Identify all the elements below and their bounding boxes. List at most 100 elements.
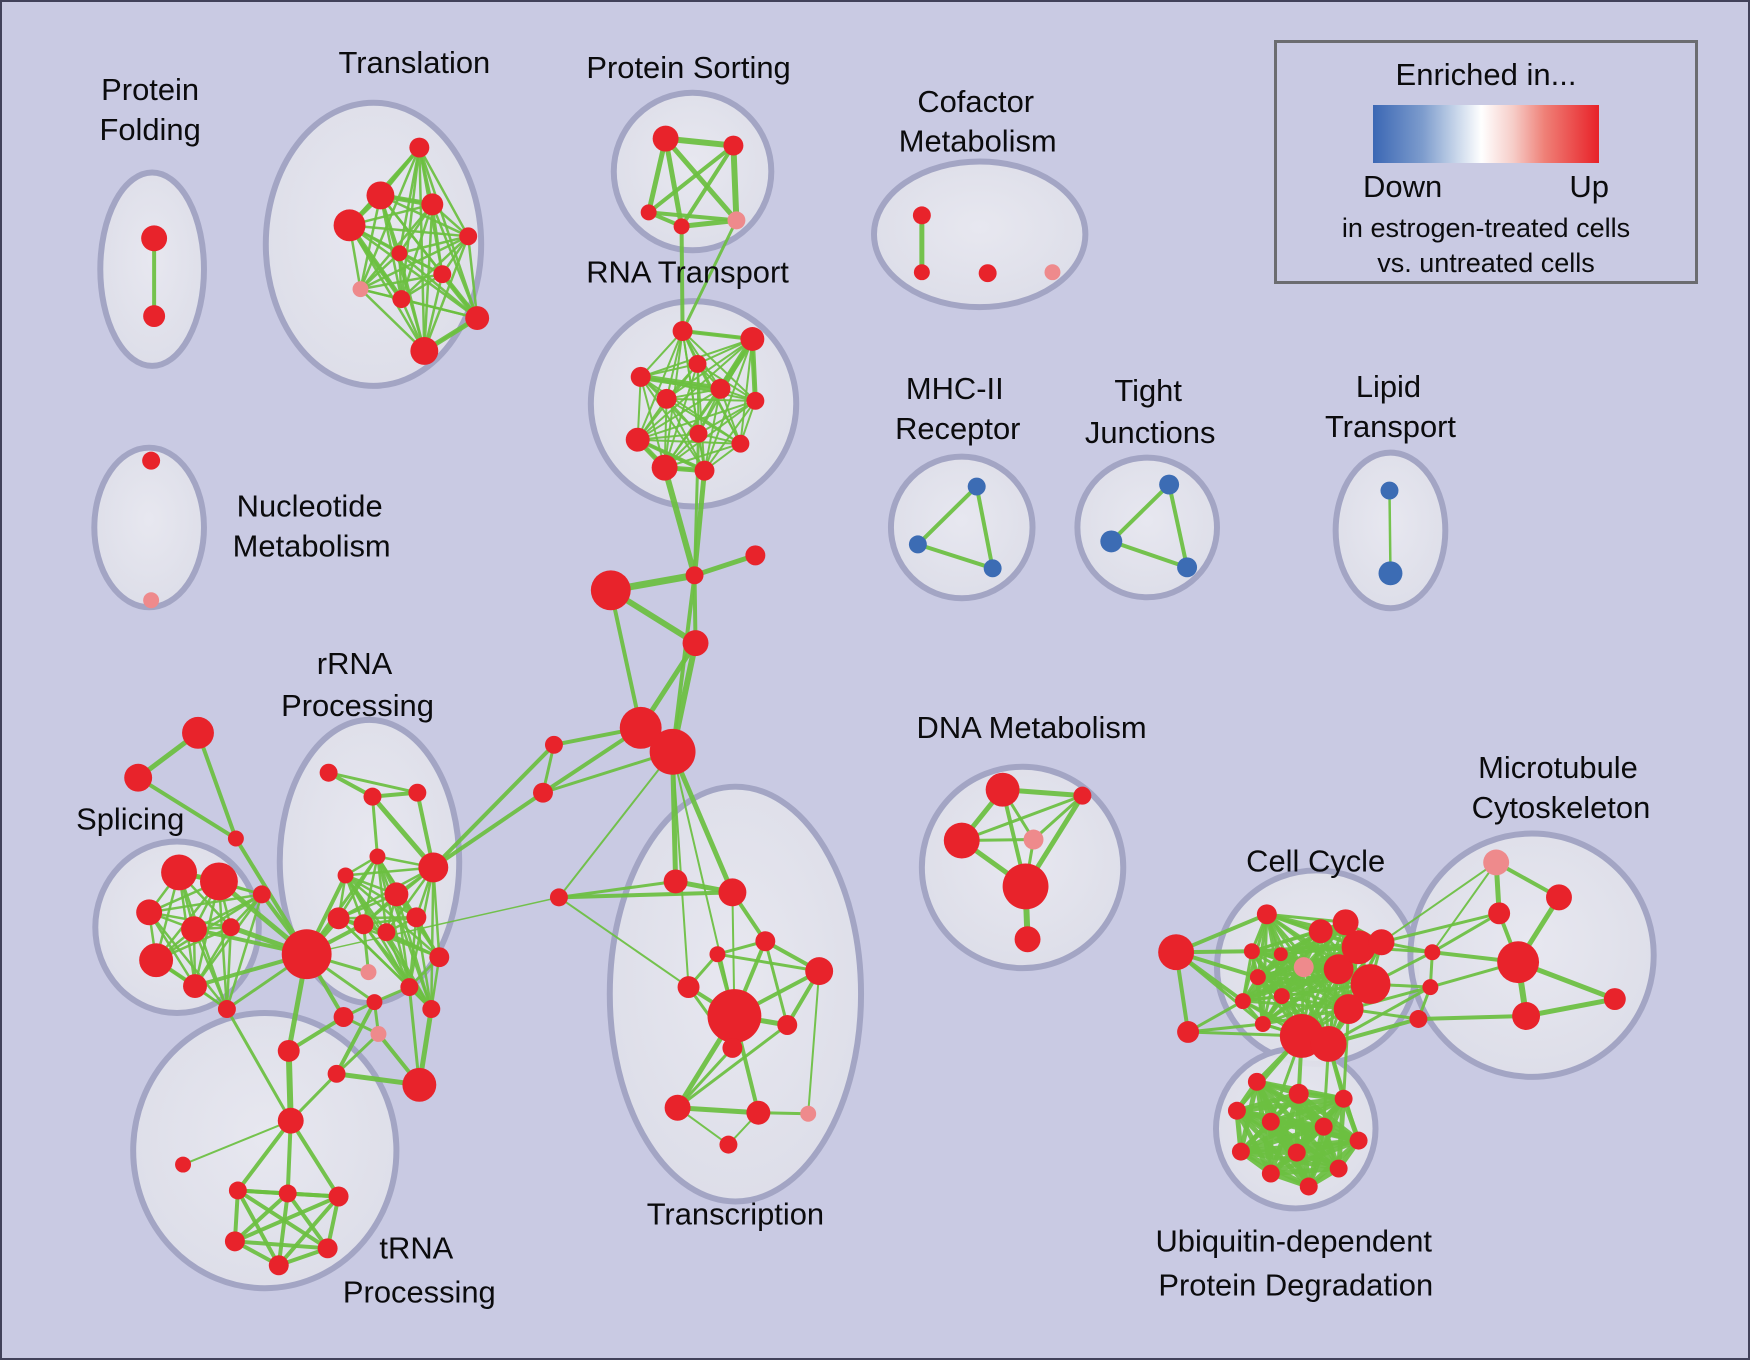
network-node-d4[interactable] (1002, 863, 1049, 910)
network-node-r12[interactable] (429, 947, 450, 968)
network-node-d0[interactable] (985, 772, 1020, 807)
network-node-s_c[interactable] (227, 830, 244, 847)
network-node-ub4[interactable] (1261, 1112, 1280, 1131)
network-node-tr2[interactable] (402, 1067, 437, 1102)
network-node-t3[interactable] (333, 209, 366, 242)
network-node-c3[interactable] (682, 630, 709, 657)
network-node-t10[interactable] (410, 337, 439, 365)
network-node-mt2[interactable] (1488, 902, 1511, 925)
network-node-lp0[interactable] (1380, 481, 1399, 500)
network-node-ccb[interactable] (1158, 934, 1195, 971)
network-node-ub10[interactable] (1261, 1164, 1280, 1183)
network-node-cf3[interactable] (1044, 264, 1061, 281)
network-node-ps4[interactable] (727, 211, 746, 230)
network-node-n1[interactable] (143, 592, 160, 609)
network-node-c0[interactable] (685, 566, 704, 585)
network-node-sp8[interactable] (217, 1000, 236, 1019)
network-node-d2[interactable] (943, 822, 980, 859)
network-node-r9[interactable] (377, 923, 396, 942)
network-node-x11[interactable] (800, 1105, 817, 1122)
network-node-cc3[interactable] (1249, 969, 1266, 986)
network-node-cc7[interactable] (1341, 930, 1376, 965)
network-node-ccl[interactable] (1177, 1020, 1200, 1043)
network-node-l1[interactable] (533, 782, 553, 803)
network-node-r3[interactable] (369, 848, 386, 865)
network-node-t9[interactable] (465, 306, 490, 331)
network-node-tr6[interactable] (328, 1186, 349, 1207)
network-node-tr4[interactable] (228, 1181, 247, 1200)
network-node-pf1[interactable] (143, 305, 166, 328)
network-node-r4[interactable] (337, 867, 354, 884)
network-node-r18[interactable] (277, 1039, 300, 1062)
network-node-sp0[interactable] (161, 854, 197, 891)
network-node-s_b[interactable] (124, 763, 153, 792)
network-node-ub7[interactable] (1231, 1142, 1250, 1161)
network-node-r8[interactable] (353, 914, 374, 935)
network-node-rt5[interactable] (656, 388, 677, 409)
network-node-sp1[interactable] (199, 862, 238, 901)
network-node-x8[interactable] (722, 1037, 743, 1058)
network-node-lp1[interactable] (1378, 561, 1403, 586)
network-node-mt3[interactable] (1424, 944, 1441, 961)
network-node-rt10[interactable] (651, 454, 678, 481)
network-node-rt1[interactable] (740, 327, 765, 351)
network-node-n0[interactable] (142, 451, 161, 470)
network-node-t1[interactable] (366, 181, 395, 210)
network-node-m0[interactable] (967, 477, 986, 496)
network-node-r13[interactable] (400, 978, 419, 997)
network-node-c2[interactable] (590, 570, 631, 611)
network-node-m1[interactable] (908, 535, 927, 554)
network-node-tr1[interactable] (327, 1064, 346, 1083)
network-node-rt0[interactable] (672, 321, 693, 341)
network-node-hub[interactable] (281, 929, 332, 980)
network-node-x4[interactable] (805, 957, 834, 986)
network-node-x6[interactable] (707, 989, 762, 1043)
network-node-mt4[interactable] (1497, 941, 1540, 984)
network-node-cc6[interactable] (1323, 954, 1354, 985)
network-node-ub5[interactable] (1314, 1117, 1333, 1136)
network-node-cc1[interactable] (1273, 947, 1288, 962)
network-node-d5[interactable] (1014, 926, 1041, 953)
network-node-d1[interactable] (1073, 786, 1092, 805)
network-node-cc14[interactable] (1368, 929, 1395, 956)
network-node-t2[interactable] (421, 193, 444, 216)
network-node-tr8[interactable] (268, 1255, 289, 1276)
network-node-rt6[interactable] (746, 391, 765, 410)
network-node-cf0[interactable] (912, 206, 931, 225)
network-node-tr7[interactable] (224, 1231, 245, 1252)
network-node-tj2[interactable] (1177, 557, 1198, 578)
network-node-ps0[interactable] (652, 125, 679, 152)
network-node-sp3[interactable] (181, 916, 207, 943)
network-node-rt8[interactable] (625, 427, 650, 452)
network-node-cc5[interactable] (1273, 988, 1290, 1005)
network-node-t0[interactable] (409, 137, 430, 158)
network-node-x9[interactable] (664, 1094, 691, 1121)
network-node-r16[interactable] (333, 1007, 354, 1027)
network-node-cc2[interactable] (1293, 957, 1314, 978)
network-node-x2[interactable] (755, 931, 776, 952)
network-node-ps1[interactable] (723, 135, 744, 156)
network-node-sp4[interactable] (221, 918, 240, 937)
network-node-cf2[interactable] (978, 264, 997, 283)
network-node-t7[interactable] (352, 281, 369, 298)
network-node-h1[interactable] (619, 706, 662, 749)
network-node-tr3[interactable] (175, 1156, 192, 1173)
network-node-r5[interactable] (418, 852, 449, 883)
network-node-h2[interactable] (649, 728, 696, 775)
network-node-mt7[interactable] (1512, 1002, 1541, 1030)
network-node-mt0[interactable] (1483, 849, 1510, 876)
network-node-x5[interactable] (677, 976, 700, 999)
network-node-t6[interactable] (433, 265, 452, 284)
network-node-tr5[interactable] (278, 1184, 297, 1203)
network-node-x7[interactable] (777, 1015, 798, 1035)
network-node-rt11[interactable] (694, 460, 715, 481)
network-node-mt5[interactable] (1422, 979, 1439, 996)
network-node-cc8[interactable] (1350, 964, 1391, 1005)
network-node-cc11[interactable] (1256, 904, 1277, 925)
network-node-x0[interactable] (663, 869, 688, 894)
network-node-ps2[interactable] (640, 204, 657, 221)
network-node-ps3[interactable] (673, 218, 690, 235)
network-node-cc13[interactable] (1332, 909, 1359, 936)
network-node-cc12[interactable] (1308, 919, 1333, 944)
network-node-r17[interactable] (370, 1025, 387, 1042)
